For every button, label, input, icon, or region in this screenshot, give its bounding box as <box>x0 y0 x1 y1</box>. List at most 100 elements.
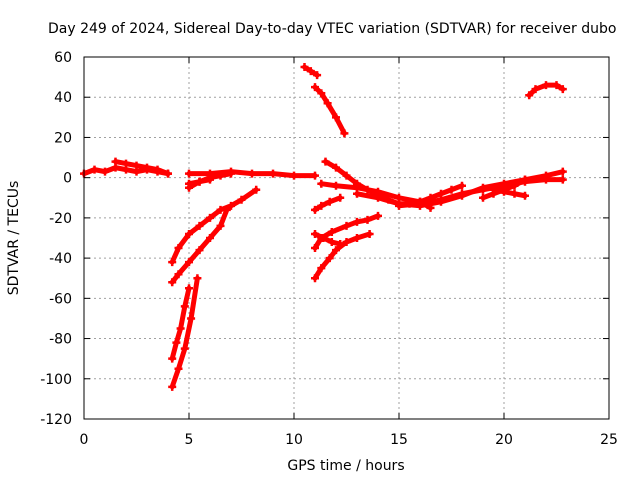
data-point <box>168 278 177 287</box>
data-point <box>174 244 183 253</box>
data-point <box>558 85 567 94</box>
series-arc-6 <box>168 185 261 267</box>
grid <box>84 57 609 419</box>
data-point <box>290 171 298 180</box>
data-point <box>311 83 319 92</box>
data-point <box>323 99 332 108</box>
data-point <box>172 338 181 347</box>
data-point <box>552 81 561 90</box>
data-point <box>327 227 336 236</box>
x-tick-label: 25 <box>600 432 618 448</box>
data-point <box>340 129 349 138</box>
data-point <box>332 163 340 172</box>
data-point <box>325 254 334 263</box>
data-point <box>374 211 382 220</box>
data-point <box>153 165 162 174</box>
series-arc-8 <box>168 284 193 363</box>
data-point <box>176 324 185 333</box>
data-point <box>237 195 246 204</box>
data-point <box>185 284 193 293</box>
data-point <box>363 215 372 224</box>
series-arc-16 <box>311 211 382 253</box>
data-point <box>317 179 326 188</box>
data-point <box>374 193 382 202</box>
series-line <box>312 195 343 213</box>
data-point <box>306 67 315 76</box>
data-point <box>342 238 351 247</box>
series-arc-10 <box>300 63 322 80</box>
series-arc-2 <box>111 157 172 178</box>
x-ticks: 0 5 10 15 20 25 <box>80 57 618 448</box>
data-point <box>195 221 204 230</box>
data-point <box>317 89 326 98</box>
data-point <box>311 244 319 253</box>
data-point <box>187 314 196 323</box>
data-point <box>332 113 340 122</box>
y-tick-label: -120 <box>40 412 72 428</box>
data-point <box>416 197 424 206</box>
data-point <box>269 169 277 178</box>
data-point <box>327 238 336 247</box>
data-point <box>216 171 225 180</box>
data-point <box>111 157 120 166</box>
y-tick-label: -40 <box>49 251 72 267</box>
y-ticks: -120 -100 -80 -60 -40 -20 0 20 40 60 <box>40 50 609 428</box>
data-point <box>164 169 172 178</box>
plot-frame <box>83 56 610 420</box>
data-point <box>479 193 487 202</box>
data-point <box>168 354 177 363</box>
series-arc-23 <box>525 81 567 100</box>
data-point <box>447 185 456 194</box>
data-point <box>311 229 319 238</box>
series-arc-7 <box>168 205 231 287</box>
data-point <box>353 217 361 226</box>
data-point <box>332 246 340 255</box>
series-arc-18 <box>311 229 345 249</box>
data-point <box>558 167 567 176</box>
data-point <box>248 169 256 178</box>
data-point <box>185 179 193 188</box>
series-line <box>169 275 200 390</box>
data-point <box>336 240 345 249</box>
y-tick-label: -20 <box>49 211 72 227</box>
data-point <box>321 157 330 166</box>
data-point <box>489 185 498 194</box>
data-point <box>313 71 322 80</box>
data-point <box>542 81 550 90</box>
data-point <box>342 171 351 180</box>
data-point <box>458 181 466 190</box>
data-point <box>317 264 326 273</box>
data-point <box>227 169 235 178</box>
y-tick-label: -60 <box>49 291 72 307</box>
data-point <box>174 364 183 373</box>
data-point <box>180 302 189 311</box>
x-tick-label: 10 <box>285 432 303 448</box>
data-point <box>342 221 351 230</box>
x-tick-label: 0 <box>80 432 89 448</box>
data-point <box>222 205 231 214</box>
chart-title: Day 249 of 2024, Sidereal Day-to-day VTE… <box>48 21 616 37</box>
data-point <box>300 63 309 72</box>
data-point <box>317 201 326 210</box>
data-point <box>500 187 508 196</box>
data-point <box>180 344 189 353</box>
data-point <box>216 221 225 230</box>
data-point <box>143 163 151 172</box>
data-point <box>365 229 374 238</box>
series-arc-5 <box>185 175 214 188</box>
series-arc-19 <box>311 193 345 214</box>
data-point <box>531 85 540 94</box>
data-point <box>227 201 235 210</box>
data-point <box>558 175 567 184</box>
x-tick-label: 15 <box>390 432 408 448</box>
data-point <box>510 189 519 198</box>
data-point <box>174 270 183 279</box>
y-tick-label: -80 <box>49 332 72 348</box>
data-point <box>510 181 519 190</box>
y-tick-label: 40 <box>54 90 72 106</box>
data-point <box>426 193 435 202</box>
series-arc-11 <box>311 83 349 138</box>
data-point <box>206 175 214 184</box>
y-tick-label: 20 <box>54 130 72 146</box>
